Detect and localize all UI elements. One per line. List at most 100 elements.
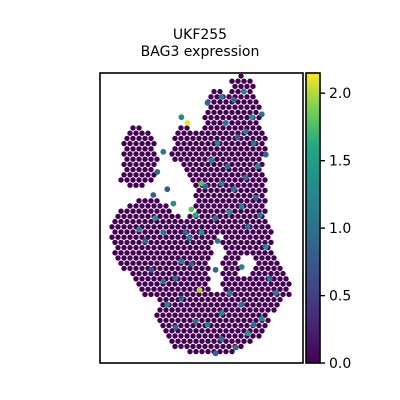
tissue-spot — [142, 270, 148, 277]
tissue-spot — [241, 78, 247, 84]
tissue-spot — [217, 203, 223, 209]
tissue-spot — [208, 166, 214, 173]
tissue-spot — [232, 260, 238, 266]
tissue-spot — [247, 151, 253, 157]
tissue-spot — [121, 213, 127, 220]
tissue-spot — [199, 307, 205, 313]
tissue-spot — [193, 224, 199, 230]
tissue-spot — [232, 229, 238, 235]
tissue-spot — [208, 343, 214, 350]
tissue-spot — [244, 198, 250, 204]
tissue-spot — [250, 83, 256, 90]
tissue-spot — [199, 140, 205, 147]
tissue-spot — [115, 213, 121, 220]
tissue-spot — [235, 224, 241, 230]
tissue-spot — [187, 328, 193, 334]
tissue-spot — [187, 161, 193, 168]
tissue-spot — [250, 135, 256, 142]
expression-spot — [212, 350, 219, 357]
tissue-spot — [151, 203, 157, 209]
tissue-spot — [238, 218, 244, 225]
tissue-spot — [280, 270, 286, 277]
tissue-spot — [208, 125, 214, 131]
tissue-spot — [253, 317, 259, 324]
tissue-spot — [211, 120, 217, 126]
tissue-spot — [157, 203, 163, 209]
tissue-spot — [199, 224, 205, 230]
tissue-spot — [148, 250, 154, 256]
tissue-spot — [184, 333, 190, 339]
tissue-spot — [217, 109, 223, 116]
tissue-spot — [166, 312, 172, 318]
tissue-spot — [235, 182, 241, 188]
tissue-spot — [247, 192, 253, 199]
tissue-spot — [196, 166, 202, 173]
tissue-spot — [175, 317, 181, 324]
tissue-spot — [220, 260, 226, 266]
tissue-spot — [265, 317, 271, 324]
tissue-spot — [244, 218, 250, 225]
tissue-spot — [223, 130, 229, 136]
tissue-spot — [130, 125, 136, 131]
tissue-spot — [217, 88, 223, 95]
tissue-spot — [145, 286, 151, 292]
tissue-spot — [202, 291, 208, 298]
tissue-spot — [226, 312, 232, 318]
tissue-spot — [208, 187, 214, 194]
tissue-spot — [214, 229, 220, 235]
tissue-spot — [274, 260, 280, 266]
tissue-spot — [262, 302, 268, 308]
tissue-spot — [196, 135, 202, 142]
expression-spot — [172, 275, 179, 282]
tissue-spot — [178, 250, 184, 256]
tissue-spot — [115, 224, 121, 230]
tissue-spot — [196, 218, 202, 225]
tissue-spot — [148, 198, 154, 204]
tissue-spot — [259, 307, 265, 313]
tissue-spot — [280, 281, 286, 287]
tissue-spot — [175, 307, 181, 313]
tissue-spot — [220, 302, 226, 308]
tissue-spot — [205, 317, 211, 324]
tissue-spot — [244, 146, 250, 152]
tissue-spot — [235, 130, 241, 136]
tissue-spot — [235, 140, 241, 147]
tissue-spot — [199, 317, 205, 324]
expression-spot — [202, 183, 209, 190]
tissue-spot — [121, 172, 127, 178]
tissue-spot — [109, 234, 115, 240]
expression-spot — [164, 301, 171, 308]
tissue-spot — [202, 302, 208, 308]
tissue-spot — [244, 114, 250, 121]
tissue-spot — [250, 291, 256, 298]
tissue-spot — [139, 213, 145, 220]
expression-spot — [238, 203, 245, 210]
tissue-spot — [133, 244, 139, 251]
tissue-spot — [172, 250, 178, 256]
tissue-spot — [139, 276, 145, 282]
tissue-spot — [124, 208, 130, 214]
tissue-spot — [211, 338, 217, 344]
tissue-spot — [241, 140, 247, 147]
tissue-spot — [175, 140, 181, 147]
tissue-spot — [262, 291, 268, 298]
tissue-spot — [211, 328, 217, 334]
tissue-spot — [181, 265, 187, 272]
tissue-spot — [190, 281, 196, 287]
expression-spot — [266, 275, 273, 282]
tissue-spot — [244, 208, 250, 214]
tissue-spot — [238, 83, 244, 90]
tissue-spot — [217, 296, 223, 303]
tissue-spot — [256, 218, 262, 225]
tissue-spot — [262, 208, 268, 214]
tissue-spot — [244, 312, 250, 318]
tissue-spot — [124, 177, 130, 183]
tissue-spot — [247, 338, 253, 344]
tissue-spot — [232, 104, 238, 110]
tissue-spot — [142, 156, 148, 162]
tissue-spot — [145, 255, 151, 261]
tissue-spot — [217, 192, 223, 199]
tissue-spot — [226, 177, 232, 183]
tissue-spot — [178, 291, 184, 298]
tissue-spot — [244, 291, 250, 298]
